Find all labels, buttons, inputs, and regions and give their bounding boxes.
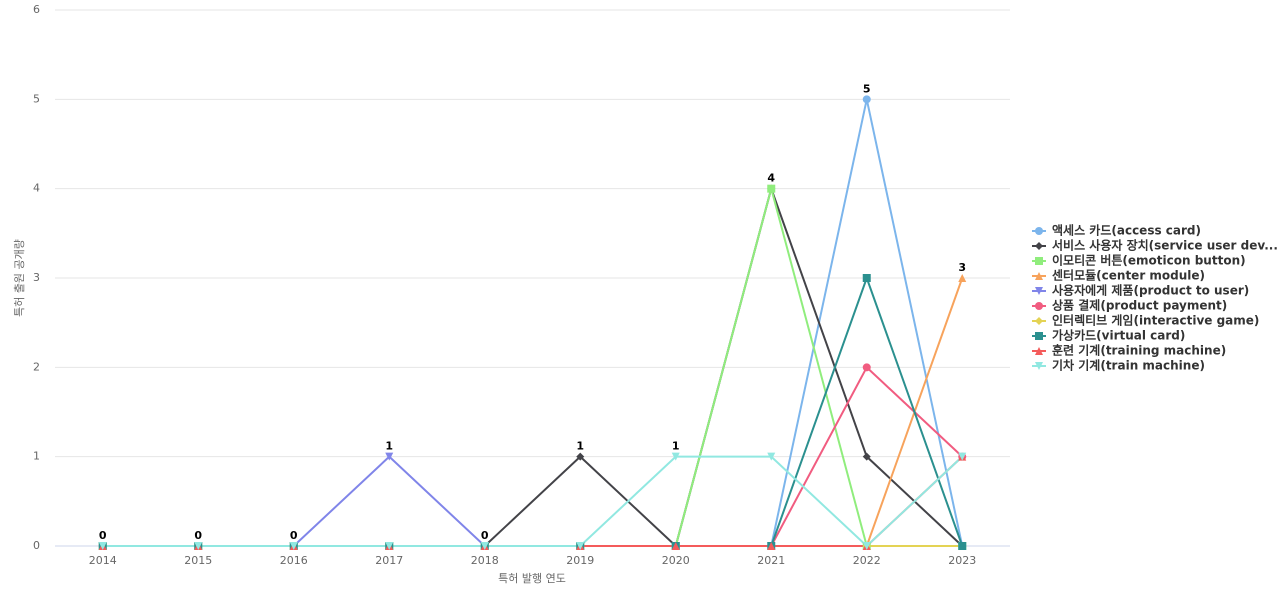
y-tick-label: 5	[33, 92, 40, 105]
legend-label: 서비스 사용자 장치(service user dev...	[1052, 238, 1278, 253]
series-line	[102, 277, 964, 547]
series-line	[102, 455, 963, 548]
data-label: 5	[863, 82, 871, 95]
legend-label: 사용자에게 제품(product to user)	[1052, 283, 1249, 298]
point	[862, 274, 871, 282]
point	[98, 542, 107, 550]
x-tick-label: 2014	[89, 554, 117, 567]
x-tick-label: 2018	[471, 554, 499, 567]
point	[958, 274, 967, 282]
legend-label: 가상카드(virtual card)	[1052, 328, 1185, 343]
data-label: 0	[194, 529, 202, 542]
point	[480, 542, 489, 550]
point	[862, 452, 871, 461]
x-tick-label: 2015	[184, 554, 212, 567]
y-tick-label: 3	[33, 271, 40, 284]
legend-label: 기차 기계(train machine)	[1052, 358, 1205, 373]
point	[767, 452, 776, 461]
x-axis-title: 특허 발행 연도	[498, 572, 566, 585]
point	[576, 542, 585, 550]
y-tick-label: 1	[33, 450, 40, 463]
y-tick-label: 6	[33, 3, 40, 16]
point	[862, 95, 871, 104]
point	[862, 542, 871, 550]
data-label: 0	[99, 529, 107, 542]
data-label: 1	[576, 440, 584, 453]
data-label: 4	[767, 172, 775, 185]
data-label: 1	[385, 440, 393, 453]
y-axis-title: 특허 출원 공개량	[13, 239, 26, 317]
series-line	[102, 275, 964, 547]
legend-label: 이모티콘 버튼(emoticon button)	[1052, 253, 1246, 268]
legend-label: 훈련 기계(training machine)	[1052, 343, 1226, 358]
legend-label: 센터모듈(center module)	[1052, 268, 1205, 283]
point	[767, 542, 776, 550]
y-tick-label: 4	[33, 182, 40, 195]
x-tick-label: 2023	[948, 554, 976, 567]
point	[194, 542, 203, 550]
legend-label: 상품 결제(product payment)	[1052, 298, 1227, 313]
point	[1035, 287, 1043, 295]
x-tick-label: 2017	[375, 554, 403, 567]
x-tick-label: 2020	[662, 554, 690, 567]
x-tick-label: 2016	[280, 554, 308, 567]
point	[1035, 302, 1043, 310]
point	[1035, 227, 1043, 235]
point	[767, 184, 776, 193]
point	[862, 363, 871, 372]
point	[1035, 332, 1043, 340]
data-label: 1	[672, 440, 680, 453]
point	[671, 452, 680, 461]
data-label: 0	[481, 529, 489, 542]
series-line	[102, 99, 964, 547]
point	[576, 452, 585, 461]
x-tick-label: 2021	[757, 554, 785, 567]
point	[385, 452, 394, 461]
x-tick-label: 2022	[853, 554, 881, 567]
point	[958, 452, 967, 461]
x-tick-label: 2019	[566, 554, 594, 567]
data-label: 0	[290, 529, 298, 542]
y-tick-label: 0	[33, 539, 40, 552]
point	[958, 542, 967, 550]
y-tick-label: 2	[33, 360, 40, 373]
point	[1035, 242, 1043, 250]
data-label: 3	[958, 261, 966, 274]
point	[1035, 347, 1043, 355]
point	[1035, 317, 1043, 325]
point	[671, 542, 680, 550]
legend-label: 액세스 카드(access card)	[1052, 223, 1201, 238]
legend-label: 인터렉티브 게임(interactive game)	[1052, 313, 1259, 328]
point	[1035, 362, 1043, 370]
point	[1035, 257, 1043, 265]
point	[1035, 272, 1043, 280]
point	[385, 542, 394, 550]
point	[289, 542, 298, 550]
